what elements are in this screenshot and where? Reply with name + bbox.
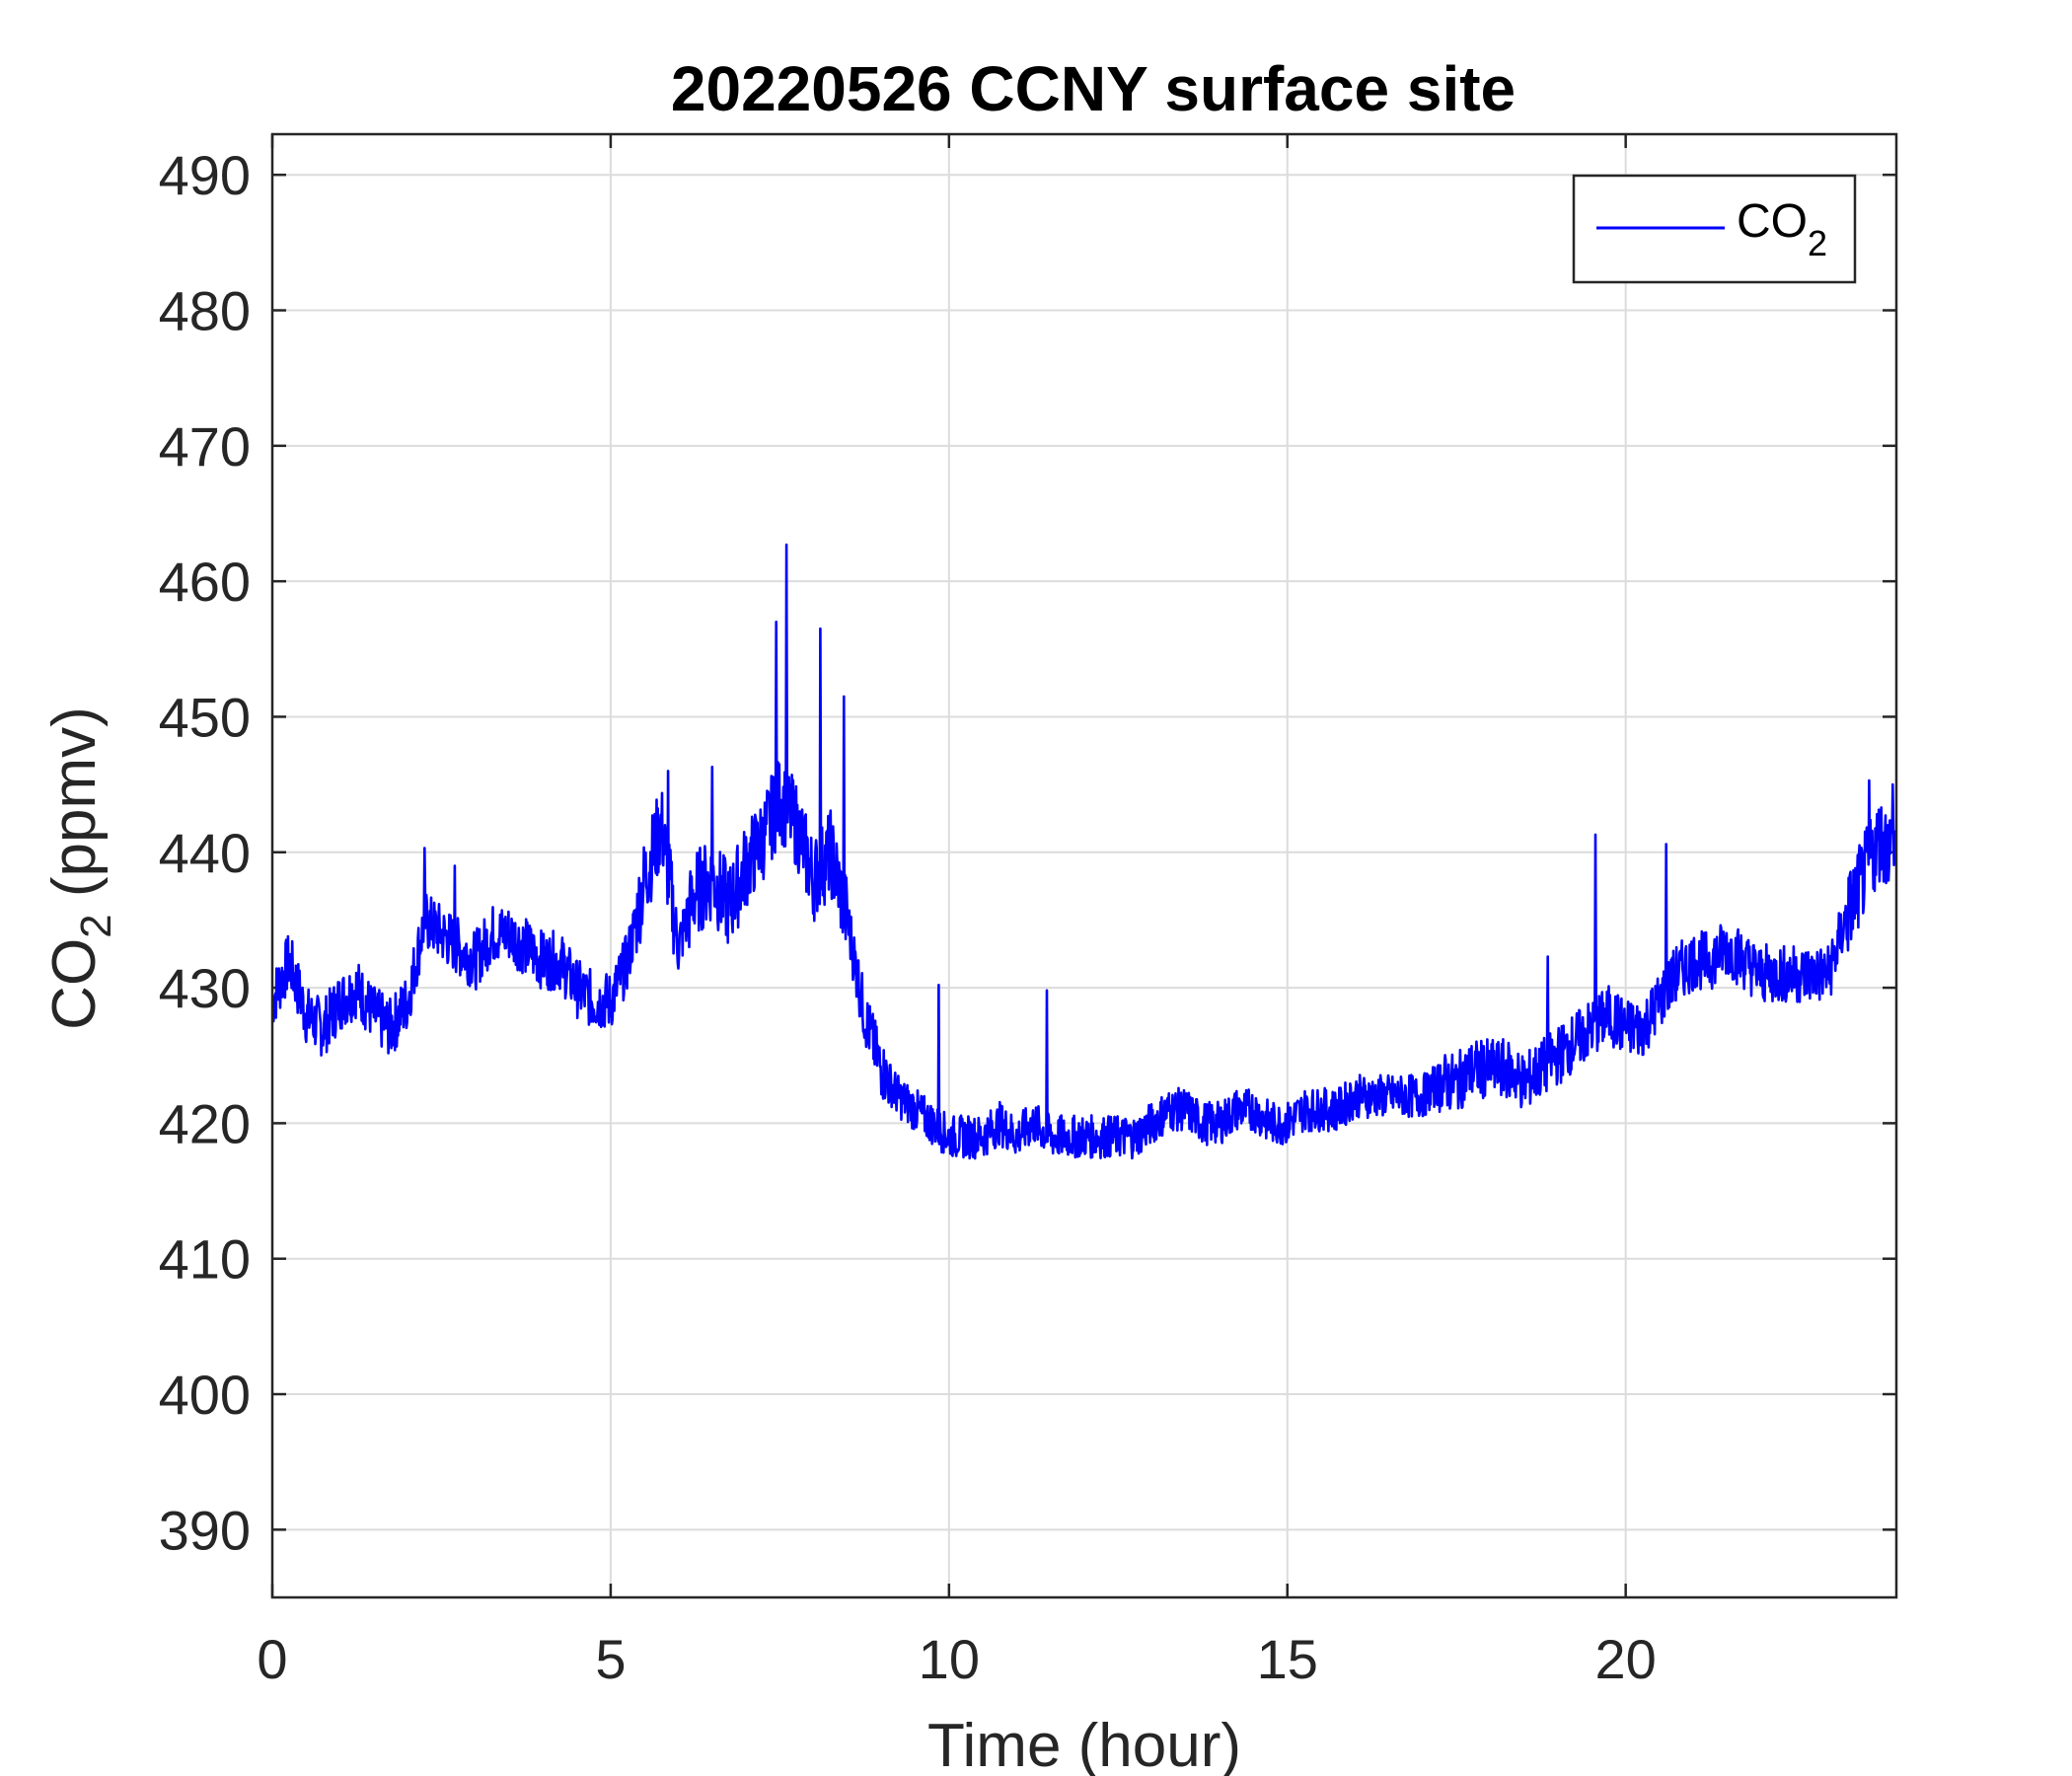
x-tick-label: 15 — [1257, 1628, 1318, 1690]
y-tick-label: 420 — [159, 1092, 251, 1154]
legend-label-co2: CO2 — [1737, 195, 1827, 263]
y-tick-label: 400 — [159, 1364, 251, 1426]
legend: CO2 — [1572, 174, 1857, 284]
x-axis-label: Time (hour) — [927, 1712, 1241, 1776]
x-tick-label: 0 — [257, 1628, 287, 1690]
y-tick-label: 390 — [159, 1499, 251, 1561]
y-tick-labels: 390 400 410 420 430 440 450 460 470 480 490 — [159, 144, 251, 1561]
legend-label-sub: 2 — [1808, 223, 1827, 263]
x-tick-label: 20 — [1595, 1628, 1657, 1690]
y-axis-label: CO2 (ppmv) — [40, 706, 120, 1030]
y-axis-label-sub: 2 — [72, 914, 120, 937]
y-tick-label: 460 — [159, 551, 251, 613]
y-tick-label: 470 — [159, 415, 251, 478]
co2-line — [272, 543, 1896, 1160]
x-tick-labels: 0 5 10 15 20 — [257, 1628, 1656, 1690]
y-tick-label: 480 — [159, 280, 251, 342]
chart-title: 20220526 CCNY surface site — [671, 53, 1516, 124]
legend-label-main: CO — [1737, 195, 1808, 248]
x-tick-label: 10 — [919, 1628, 980, 1690]
y-tick-label: 450 — [159, 686, 251, 748]
y-tick-label: 490 — [159, 144, 251, 206]
grid-lines — [271, 134, 1896, 1597]
y-axis-label-suffix: (ppmv) — [40, 706, 109, 914]
plot-frame — [270, 132, 1898, 1599]
y-tick-label: 410 — [159, 1228, 251, 1291]
x-tick-label: 5 — [595, 1628, 626, 1690]
y-tick-label: 440 — [159, 822, 251, 884]
y-tick-label: 430 — [159, 957, 251, 1019]
co2-series — [272, 543, 1896, 1160]
y-axis-label-main: CO — [40, 938, 109, 1030]
